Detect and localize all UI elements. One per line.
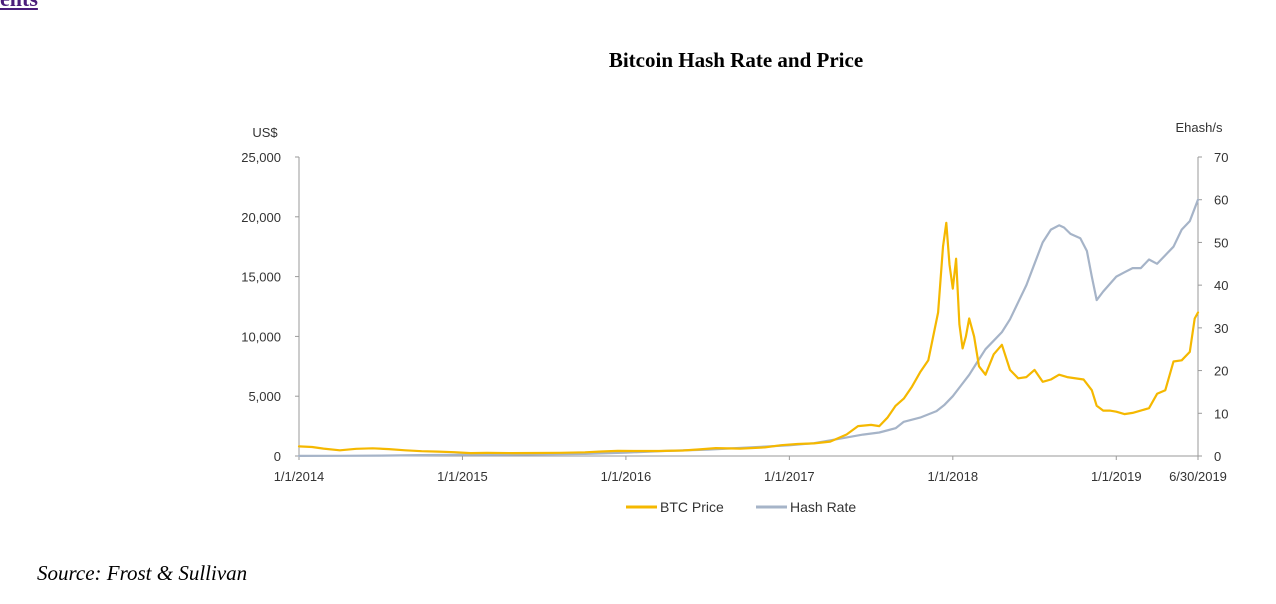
x-tick-label: 1/1/2014 [274, 469, 325, 484]
chart-axes: US$ Ehash/s 0 5,000 10,000 15,000 20,000 25,000… [241, 120, 1228, 484]
source-note: Source: Frost & Sullivan [37, 561, 248, 585]
right-tick-label: 0 [1214, 449, 1221, 464]
right-axis-unit: Ehash/s [1176, 120, 1223, 135]
chart-series [297, 198, 1200, 457]
left-tick-label: 20,000 [241, 210, 281, 225]
right-tick-label: 70 [1214, 150, 1228, 165]
series-line-hash-rate [297, 198, 1200, 457]
x-tick-label: 1/1/2019 [1091, 469, 1142, 484]
right-tick-label: 20 [1214, 364, 1228, 379]
legend-label-hash-rate: Hash Rate [790, 499, 856, 515]
chart-title: Bitcoin Hash Rate and Price [608, 48, 864, 72]
left-tick-label: 5,000 [248, 389, 281, 404]
left-axis-unit: US$ [252, 125, 278, 140]
x-tick-label: 6/30/2019 [1169, 469, 1227, 484]
right-tick-label: 10 [1214, 406, 1228, 421]
left-tick-label: 10,000 [241, 329, 281, 344]
right-tick-label: 40 [1214, 278, 1228, 293]
x-tick-label: 1/1/2015 [437, 469, 488, 484]
x-tick-label: 1/1/2017 [764, 469, 815, 484]
left-tick-label: 0 [274, 449, 281, 464]
right-tick-label: 60 [1214, 193, 1228, 208]
legend-label-btc-price: BTC Price [660, 499, 724, 515]
x-tick-label: 1/1/2018 [928, 469, 979, 484]
x-tick-label: 1/1/2016 [601, 469, 652, 484]
right-tick-label: 50 [1214, 235, 1228, 250]
left-tick-label: 25,000 [241, 150, 281, 165]
right-tick-label: 30 [1214, 321, 1228, 336]
left-tick-label: 15,000 [241, 270, 281, 285]
series-line-btc-price [297, 221, 1200, 455]
chart-legend: BTC Price Hash Rate [626, 499, 856, 515]
top-link[interactable]: ents [0, 0, 38, 12]
